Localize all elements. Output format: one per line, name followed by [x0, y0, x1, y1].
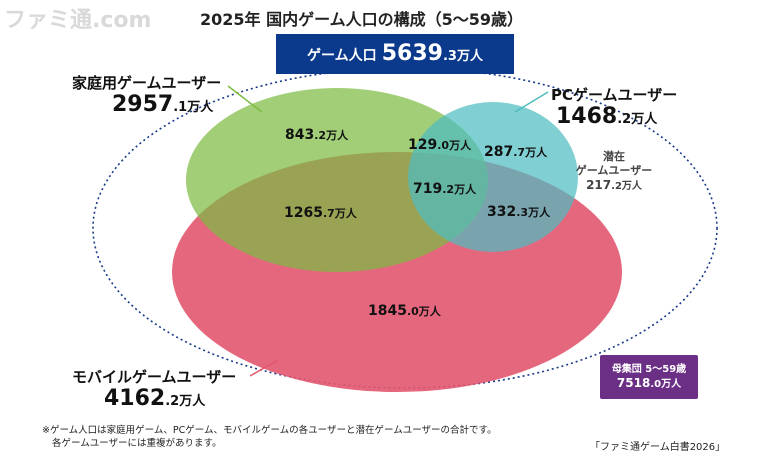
all-three-value: 719.2万人	[413, 178, 476, 197]
mobile-value-main: 4162	[104, 386, 166, 411]
console-pc-value: 129.0万人	[408, 134, 471, 153]
pc-value-rest: .2万人	[617, 112, 658, 127]
console-mobile-rest: .7万人	[322, 207, 357, 220]
console-only-rest: .2万人	[314, 129, 349, 142]
pc-only-value: 287.7万人	[484, 141, 547, 160]
console-value-rest: .1万人	[173, 100, 214, 115]
latent-line2: ゲームユーザー	[575, 164, 653, 177]
pc-value-main: 1468	[556, 104, 618, 129]
population-badge: 母集団 5〜59歳 7518.0万人	[600, 355, 698, 399]
population-main: 7518	[616, 376, 651, 390]
pc-mobile-value: 332.3万人	[487, 201, 550, 220]
footnote: ※ゲーム人口は家庭用ゲーム、PCゲーム、モバイルゲームの各ユーザーと潜在ゲームユ…	[42, 424, 497, 450]
console-pc-rest: .0万人	[437, 139, 472, 152]
pc-group-title: PCゲームユーザー	[551, 86, 678, 104]
mobile-value-rest: .2万人	[165, 394, 206, 409]
pc-leader-line	[514, 91, 549, 113]
console-value-main: 2957	[112, 92, 174, 117]
console-mobile-main: 1265	[284, 205, 323, 221]
latent-main: 217	[586, 178, 612, 192]
site-watermark: ファミ通.com	[4, 8, 152, 33]
latent-line1: 潜在	[603, 150, 625, 163]
mobile-group-title: モバイルゲームユーザー	[72, 368, 237, 386]
console-leader-line	[227, 85, 263, 113]
mobile-leader-line	[249, 359, 279, 377]
total-game-population-badge: ゲーム人口 5639.3万人	[276, 34, 514, 74]
page-title: 2025年 国内ゲーム人口の構成（5〜59歳）	[200, 10, 524, 29]
pc-only-main: 287	[484, 144, 514, 160]
console-group-value: 2957.1万人	[112, 92, 213, 117]
source-credit: 「ファミ通ゲーム白書2026」	[590, 442, 726, 453]
mobile-only-rest: .0万人	[406, 305, 441, 318]
latent-users-label: 潜在 ゲームユーザー 217.2万人	[574, 150, 654, 194]
population-label: 母集団 5〜59歳	[611, 364, 687, 375]
console-pc-main: 129	[408, 137, 438, 153]
total-value-rest: .3万人	[442, 49, 483, 64]
population-value: 7518.0万人	[600, 375, 698, 390]
pc-group-value: 1468.2万人	[556, 104, 657, 129]
mobile-only-main: 1845	[368, 303, 407, 319]
console-mobile-value: 1265.7万人	[284, 202, 357, 221]
console-group-title: 家庭用ゲームユーザー	[72, 74, 222, 92]
pc-mobile-rest: .3万人	[516, 206, 551, 219]
footnote-line1: ※ゲーム人口は家庭用ゲーム、PCゲーム、モバイルゲームの各ユーザーと潜在ゲームユ…	[42, 425, 497, 436]
console-only-value: 843.2万人	[285, 124, 348, 143]
mobile-only-value: 1845.0万人	[368, 300, 441, 319]
pc-ellipse	[408, 102, 578, 252]
console-only-main: 843	[285, 127, 315, 143]
console-ellipse	[186, 88, 488, 272]
footnote-line2: 各ゲームユーザーには重複があります。	[52, 438, 222, 449]
all-three-main: 719	[413, 181, 443, 197]
all-three-rest: .2万人	[442, 183, 477, 196]
pc-mobile-main: 332	[487, 204, 517, 220]
pc-only-rest: .7万人	[513, 146, 548, 159]
mobile-group-value: 4162.2万人	[104, 386, 205, 411]
population-rest: .0万人	[650, 379, 682, 390]
latent-value: 217.2万人	[574, 178, 654, 194]
total-label: ゲーム人口	[307, 48, 377, 64]
total-value-main: 5639	[381, 41, 443, 66]
latent-rest: .2万人	[611, 181, 642, 192]
